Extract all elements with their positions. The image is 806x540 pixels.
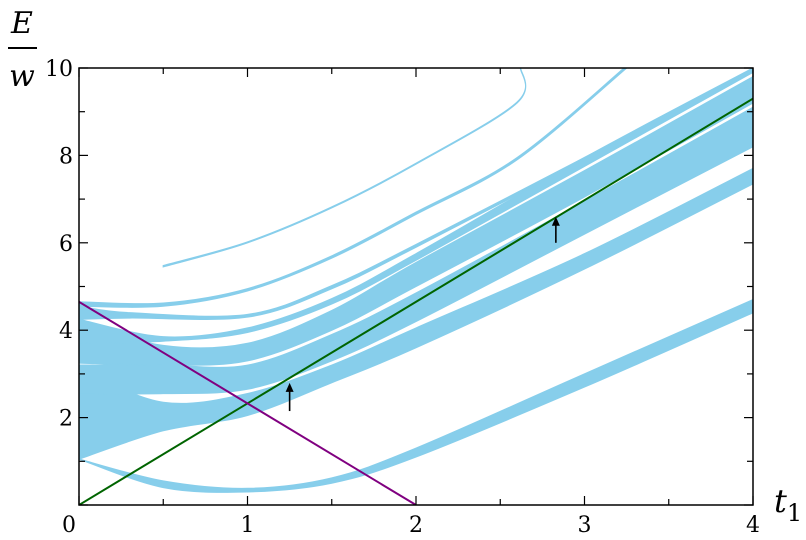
y-tick-label: 6 <box>59 232 73 257</box>
ticks-layer: 0 1 2 3 4 2 4 6 8 10 <box>45 57 760 538</box>
y-tick-label: 4 <box>59 319 73 344</box>
x-axis-label: t1 <box>774 482 802 527</box>
energy-band-8 <box>162 68 527 268</box>
arrow-marker-2 <box>551 216 560 243</box>
x-tick-label: 0 <box>62 513 76 538</box>
green-line <box>79 97 753 505</box>
y-tick-label: 2 <box>59 407 73 432</box>
purple-line <box>79 300 417 505</box>
energy-band-4 <box>79 76 753 366</box>
x-tick-label: 3 <box>578 513 592 538</box>
x-axis-label-subscript: 1 <box>787 499 802 527</box>
y-axis-label-denominator: w <box>9 59 35 94</box>
x-axis-label-main: t <box>774 482 787 520</box>
energy-band-2 <box>79 167 753 460</box>
y-tick-label: 10 <box>45 57 73 82</box>
y-axis-label-numerator: E <box>10 6 33 41</box>
y-tick-label: 8 <box>59 144 73 169</box>
energy-band-6 <box>79 130 636 321</box>
x-tick-label: 2 <box>409 513 423 538</box>
arrows-layer <box>285 216 560 412</box>
lines-layer <box>79 97 753 505</box>
energy-band-1 <box>79 298 753 493</box>
energy-band-7 <box>79 68 628 308</box>
x-tick-label: 4 <box>746 513 760 538</box>
bands-layer <box>79 68 753 493</box>
x-tick-label: 1 <box>241 513 255 538</box>
arrow-marker-1 <box>285 382 294 412</box>
energy-band-5 <box>79 68 753 344</box>
